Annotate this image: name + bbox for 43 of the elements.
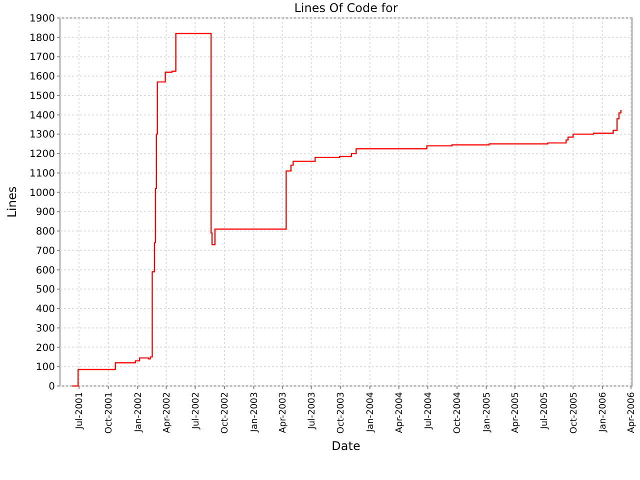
- x-tick-label: Apr-2003: [278, 392, 289, 434]
- x-tick-label: Jul-2001: [75, 392, 86, 430]
- x-tick-label: Oct-2004: [453, 392, 464, 434]
- y-tick-label: 500: [36, 284, 55, 296]
- x-tick-label: Apr-2004: [394, 392, 405, 434]
- y-tick-label: 200: [36, 342, 55, 354]
- x-axis-title: Date: [332, 439, 360, 453]
- x-tick-label: Jan-2004: [366, 392, 376, 434]
- x-tick-label: Jul-2002: [191, 392, 202, 430]
- y-tick-label: 1600: [30, 72, 55, 83]
- x-tick-label: Oct-2002: [220, 392, 231, 434]
- y-tick-label: 700: [36, 246, 55, 257]
- y-tick-label: 400: [36, 304, 55, 316]
- y-tick-label: 1100: [30, 168, 55, 180]
- y-tick-label: 1500: [30, 90, 55, 102]
- y-tick-label: 1300: [30, 130, 55, 141]
- y-tick-label: 1200: [30, 149, 55, 160]
- chart-title: Lines Of Code for: [294, 1, 398, 15]
- y-axis-title: Lines: [5, 186, 19, 218]
- y-tick-label: 600: [36, 265, 55, 276]
- x-tick-label: Jul-2005: [540, 392, 550, 430]
- y-tick-label: 0: [48, 382, 55, 392]
- y-tick-label: 1400: [30, 110, 55, 122]
- x-tick-label: Jan-2002: [134, 392, 144, 434]
- y-tick-label: 800: [36, 226, 55, 238]
- x-tick-label: Jan-2003: [250, 392, 260, 434]
- x-tick-label: Jul-2003: [307, 392, 318, 430]
- x-tick-label: Jul-2004: [424, 392, 434, 430]
- x-tick-label: Jan-2006: [598, 392, 609, 434]
- y-tick-label: 1000: [30, 188, 55, 199]
- y-tick-label: 100: [36, 362, 55, 374]
- x-tick-label: Oct-2005: [569, 392, 580, 434]
- x-tick-label: Apr-2002: [162, 392, 172, 434]
- y-tick-label: 300: [36, 323, 55, 334]
- y-tick-label: 1700: [30, 52, 55, 64]
- x-tick-label: Oct-2003: [336, 392, 347, 434]
- y-tick-label: 1800: [30, 32, 55, 44]
- y-tick-label: 900: [36, 207, 55, 218]
- x-tick-label: Jan-2005: [482, 392, 492, 434]
- y-tick-label: 1900: [30, 14, 55, 24]
- x-tick-label: Apr-2006: [627, 392, 638, 434]
- x-tick-label: Oct-2001: [104, 392, 115, 434]
- x-tick-label: Apr-2005: [511, 392, 522, 434]
